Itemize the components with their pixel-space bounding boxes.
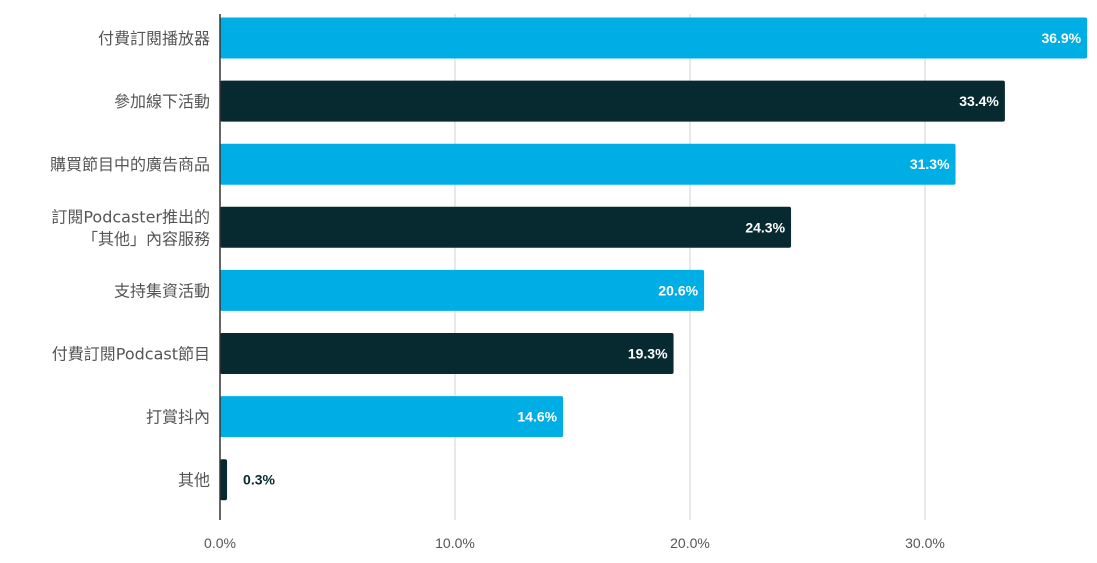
x-tick-label: 0.0%: [204, 535, 236, 551]
bar: [220, 17, 1088, 59]
data-label: 33.4%: [959, 93, 999, 109]
bar: [220, 269, 705, 311]
category-label: 購買節目中的廣告商品: [50, 155, 210, 174]
data-label: 36.9%: [1041, 30, 1081, 46]
bar: [220, 80, 1005, 122]
category-label: 付費訂閱播放器: [98, 29, 210, 48]
x-tick-label: 20.0%: [670, 535, 710, 551]
category-label: 打賞抖內: [146, 408, 210, 427]
bar: [220, 396, 564, 438]
bar: [220, 143, 956, 185]
bar: [220, 459, 228, 501]
x-tick-label: 10.0%: [435, 535, 475, 551]
category-label: 付費訂閱Podcast節目: [52, 345, 210, 364]
bar: [220, 333, 674, 374]
category-label: 參加線下活動: [114, 92, 210, 111]
data-label: 20.6%: [658, 282, 698, 298]
bar: [220, 206, 792, 248]
data-label: 31.3%: [910, 156, 950, 172]
category-label: 其他: [178, 471, 210, 490]
category-label: 訂閱Podcaster推出的: [51, 207, 210, 226]
category-label: 支持集資活動: [114, 281, 210, 300]
data-label: 0.3%: [243, 472, 275, 488]
category-label: 「其他」內容服務: [82, 229, 210, 248]
data-label: 19.3%: [628, 346, 668, 362]
data-label: 14.6%: [517, 409, 557, 425]
data-label: 24.3%: [745, 219, 785, 235]
x-tick-label: 30.0%: [905, 535, 945, 551]
